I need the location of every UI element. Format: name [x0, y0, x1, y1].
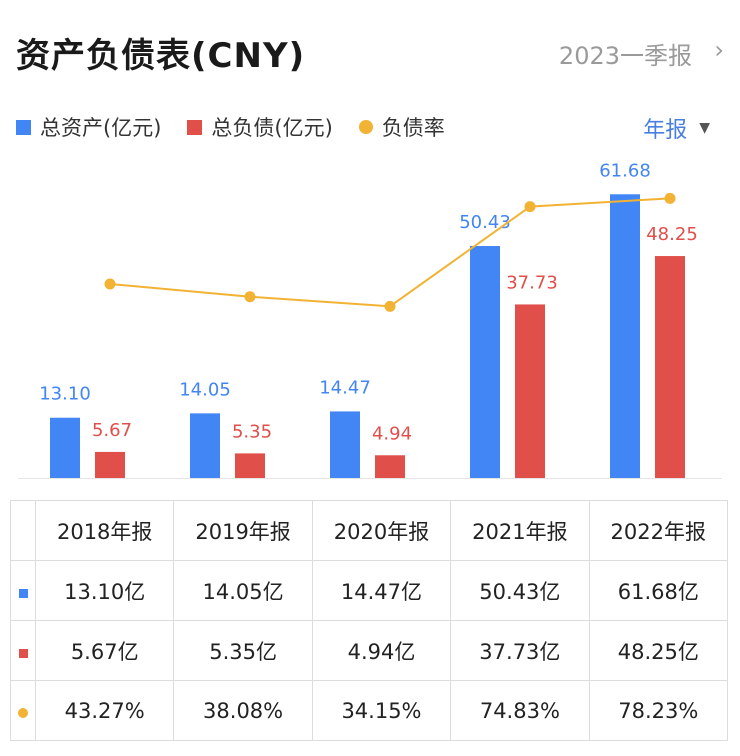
data-label-liabilities: 5.35: [232, 421, 272, 442]
data-label-assets: 61.68: [599, 160, 651, 181]
data-label-assets: 13.10: [39, 384, 91, 405]
bar-total-liabilities: [95, 451, 125, 478]
table-row-ratio: 43.27% 38.08% 34.15% 74.83% 78.23%: [10, 680, 729, 741]
point-debt-ratio: [524, 201, 536, 213]
legend-label-ratio: 负债率: [381, 116, 445, 140]
row-marker-cell: [10, 560, 36, 621]
table-row-assets: 13.10亿 14.05亿 14.47亿 50.43亿 61.68亿: [10, 560, 729, 621]
bar-total-liabilities: [515, 304, 545, 478]
table-row-liabilities: 5.67亿 5.35亿 4.94亿 37.73亿 48.25亿: [10, 620, 729, 681]
table-header-cell: 2018年报: [34, 500, 175, 561]
table-cell: 61.68亿: [588, 560, 729, 621]
point-debt-ratio: [104, 278, 116, 290]
row-marker-cell: [10, 680, 36, 741]
data-table: 2018年报 2019年报 2020年报 2021年报 2022年报 13.10…: [10, 500, 729, 741]
blue-square-icon: [16, 119, 31, 135]
legend-item-ratio[interactable]: 负债率: [358, 112, 445, 142]
table-cell: 78.23%: [588, 680, 729, 741]
data-label-liabilities: 5.67: [92, 420, 132, 441]
data-label-assets: 14.47: [319, 377, 371, 398]
table-cell: 50.43亿: [450, 560, 590, 621]
table-cell: 48.25亿: [588, 620, 729, 681]
table-cell: 34.15%: [311, 680, 452, 741]
blue-square-icon: [18, 588, 28, 598]
legend-item-assets[interactable]: 总资产(亿元): [16, 112, 161, 142]
table-cell: 4.94亿: [311, 620, 452, 681]
data-label-assets: 50.43: [459, 212, 511, 233]
table-cell: 38.08%: [173, 680, 313, 741]
page-title: 资产负债表(CNY): [16, 36, 306, 76]
table-cell: 13.10亿: [34, 560, 175, 621]
chevron-right-icon[interactable]: ›: [714, 36, 724, 64]
bar-total-liabilities: [375, 455, 405, 478]
table-header-cell: 2022年报: [588, 500, 729, 561]
orange-dot-icon: [18, 707, 28, 718]
table-cell: 5.35亿: [173, 620, 313, 681]
red-square-icon: [187, 119, 203, 135]
data-label-liabilities: 4.94: [372, 423, 412, 444]
report-type-label: 年报: [643, 118, 688, 143]
bar-total-assets: [190, 413, 220, 478]
table-corner-cell: [10, 500, 36, 561]
table-cell: 14.05亿: [173, 560, 313, 621]
bar-total-assets: [50, 417, 80, 478]
bar-line-chart: 13.105.67 14.055.35 14.47 4.94 50.43 37.73 61.…: [18, 160, 722, 479]
dropdown-arrow-icon: ▼: [699, 120, 710, 136]
table-header-cell: 2020年报: [311, 500, 452, 561]
report-type-dropdown[interactable]: 年报 ▼: [643, 112, 710, 144]
bar-total-liabilities: [655, 256, 685, 478]
legend-item-liabilities[interactable]: 总负债(亿元): [187, 112, 333, 142]
point-debt-ratio: [664, 192, 676, 204]
bar-total-assets: [610, 194, 640, 478]
bar-total-liabilities: [235, 453, 265, 478]
table-header-cell: 2021年报: [450, 500, 590, 561]
red-square-icon: [18, 648, 28, 658]
point-debt-ratio: [244, 291, 256, 303]
orange-dot-icon: [358, 120, 373, 134]
table-cell: 74.83%: [450, 680, 590, 741]
period-selector[interactable]: 2023一季报: [558, 42, 692, 70]
table-header-row: 2018年报 2019年报 2020年报 2021年报 2022年报: [10, 500, 729, 561]
table-cell: 5.67亿: [34, 620, 175, 681]
bar-total-assets: [470, 246, 500, 478]
table-cell: 37.73亿: [450, 620, 590, 681]
legend-label-assets: 总资产(亿元): [40, 116, 162, 140]
data-label-assets: 14.05: [179, 379, 231, 400]
data-label-liabilities: 48.25: [646, 224, 698, 245]
row-marker-cell: [10, 620, 36, 681]
legend: 总资产(亿元) 总负债(亿元) 负债率: [16, 112, 471, 142]
table-cell: 43.27%: [34, 680, 175, 741]
table-cell: 14.47亿: [311, 560, 452, 621]
legend-label-liabilities: 总负债(亿元): [211, 116, 333, 140]
line-debt-ratio: [109, 197, 671, 308]
header: 资产负债表(CNY) 2023一季报 ›: [0, 0, 740, 100]
data-label-liabilities: 37.73: [506, 272, 558, 293]
table-header-cell: 2019年报: [173, 500, 313, 561]
bar-total-assets: [330, 411, 360, 478]
point-debt-ratio: [384, 300, 396, 312]
